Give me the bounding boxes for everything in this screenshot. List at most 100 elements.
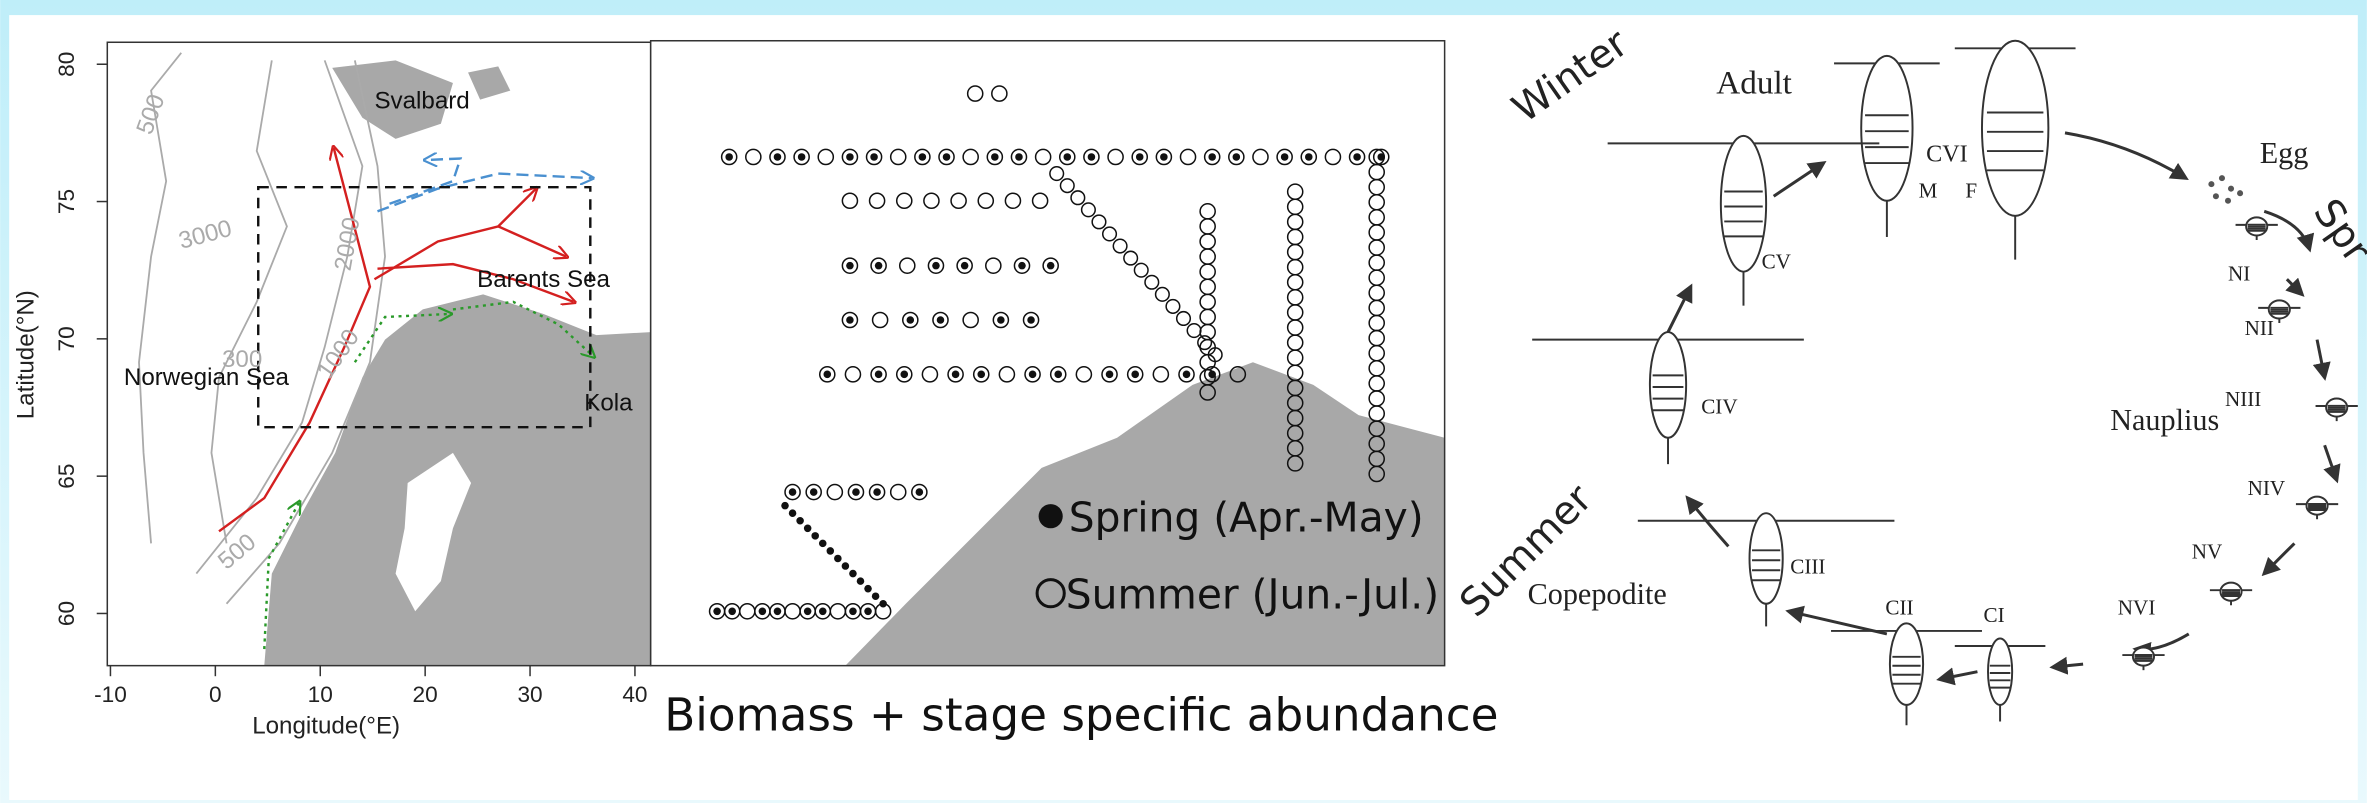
station-spring	[1281, 153, 1289, 161]
x-tick-label: 20	[413, 682, 438, 707]
station-spring	[811, 532, 819, 540]
station-spring	[804, 525, 812, 533]
station-spring	[781, 502, 789, 510]
station-spring	[849, 608, 857, 616]
station-spring	[1054, 371, 1062, 379]
y-tick-label: 60	[54, 601, 79, 626]
body	[1861, 56, 1912, 201]
station-spring	[774, 608, 782, 616]
stage-label: NVI	[2118, 595, 2156, 619]
stage-label: CVI	[1926, 141, 1968, 168]
station-spring	[1106, 371, 1114, 379]
place-label: Barents Sea	[477, 266, 610, 293]
station-spring	[864, 608, 872, 616]
station-spring	[819, 608, 827, 616]
station-spring	[824, 371, 832, 379]
station-spring	[1015, 153, 1023, 161]
station-spring	[875, 262, 883, 270]
place-label: Kola	[584, 390, 633, 417]
stage-label: CI	[1983, 603, 2004, 627]
x-tick-label: 30	[517, 682, 542, 707]
stations-panel: Spring (Apr.-May) Summer (Jun.-Jul.) Bio…	[651, 41, 1499, 742]
station-spring	[819, 540, 827, 548]
station-spring	[864, 585, 872, 593]
station-spring	[977, 371, 985, 379]
stage-label: CII	[1885, 595, 1913, 619]
station-spring	[1208, 153, 1216, 161]
body	[1890, 623, 1923, 705]
station-spring	[1160, 153, 1168, 161]
station-spring	[810, 488, 818, 496]
station-spring	[728, 608, 736, 616]
legend-summer: Summer (Jun.-Jul.)	[1066, 570, 1439, 618]
y-tick-label: 70	[54, 326, 79, 351]
body	[1988, 638, 2012, 704]
station-spring	[857, 577, 865, 585]
stage-label: Egg	[2260, 136, 2309, 170]
station-spring	[1131, 371, 1139, 379]
stage-label: Copepodite	[1528, 577, 1667, 611]
place-label: Norwegian Sea	[124, 364, 290, 391]
station-spring	[900, 371, 908, 379]
station-spring	[1136, 153, 1144, 161]
station-spring	[789, 509, 797, 517]
station-spring	[834, 555, 842, 563]
station-spring	[842, 562, 850, 570]
station-spring	[713, 608, 721, 616]
station-spring	[827, 547, 835, 555]
y-tick-label: 65	[54, 464, 79, 489]
stage-label: F	[1965, 179, 1977, 203]
station-spring	[789, 488, 797, 496]
station-spring	[759, 608, 767, 616]
station-spring	[849, 570, 857, 578]
station-spring	[1088, 153, 1096, 161]
caption: Biomass + stage specific abundance	[664, 689, 1498, 742]
station-spring	[846, 153, 854, 161]
station-spring	[997, 316, 1005, 324]
station-spring	[846, 262, 854, 270]
station-spring	[1305, 153, 1313, 161]
body	[1721, 136, 1766, 272]
station-spring	[873, 488, 881, 496]
station-spring	[875, 371, 883, 379]
station-spring	[725, 153, 733, 161]
x-tick-label: 40	[622, 682, 647, 707]
station-spring	[804, 608, 812, 616]
station-spring	[952, 371, 960, 379]
station-spring	[1047, 262, 1055, 270]
stage-label: NIII	[2225, 387, 2261, 411]
station-spring	[1029, 371, 1037, 379]
y-tick-label: 80	[54, 52, 79, 77]
station-spring	[1018, 262, 1026, 270]
contour-label: 300	[222, 346, 262, 373]
station-spring	[919, 153, 927, 161]
y-axis-label: Latitude(°N)	[12, 290, 39, 419]
stage-label: NIV	[2248, 476, 2286, 500]
station-spring	[943, 153, 951, 161]
station-spring	[1064, 153, 1072, 161]
page: -100102030406065707580Longitude(°E)Latit…	[0, 0, 2367, 803]
legend-spring-symbol	[1039, 504, 1063, 528]
x-tick-label: 0	[209, 682, 222, 707]
station-spring	[907, 316, 915, 324]
station-spring	[961, 262, 969, 270]
stage-label: CIV	[1701, 395, 1738, 419]
station-spring	[991, 153, 999, 161]
station-spring	[937, 316, 945, 324]
station-spring	[879, 600, 887, 608]
station-spring	[870, 153, 878, 161]
station-spring	[1027, 316, 1035, 324]
stage-label: NI	[2228, 262, 2250, 286]
station-spring	[1233, 153, 1241, 161]
body	[1750, 513, 1783, 604]
station-spring	[1353, 153, 1361, 161]
station-spring	[774, 153, 782, 161]
station-spring	[798, 153, 806, 161]
station-spring	[932, 262, 940, 270]
place-label: Svalbard	[374, 88, 469, 115]
x-tick-label: 10	[308, 682, 333, 707]
body	[1650, 332, 1686, 438]
station-spring	[1183, 371, 1191, 379]
station-spring	[796, 517, 804, 525]
stage-label: M	[1919, 179, 1938, 203]
